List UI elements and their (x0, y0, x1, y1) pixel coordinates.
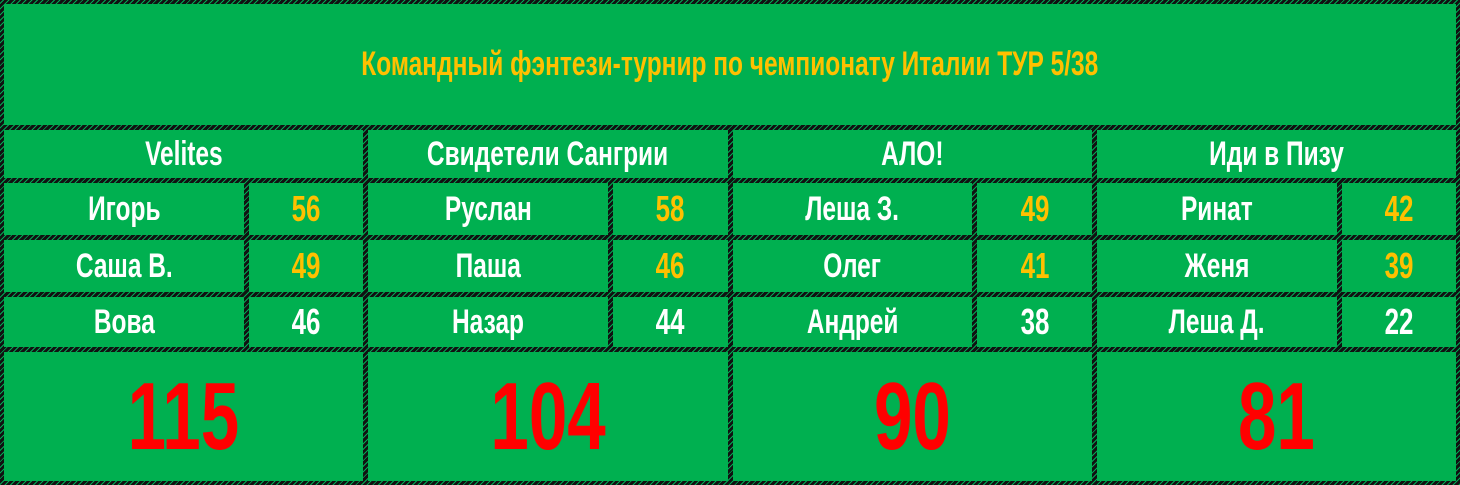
player-row: Паша 46 (368, 240, 728, 292)
player-name: Назар (368, 297, 609, 347)
player-row: Саша В. 49 (4, 240, 364, 292)
player-score: 41 (977, 240, 1092, 292)
team-column: Velites Игорь 56 Саша В. 49 Вова 46 115 (4, 130, 364, 481)
player-row: Андрей 38 (732, 297, 1092, 347)
player-name: Руслан (368, 183, 609, 235)
team-total: 90 (732, 352, 1092, 481)
player-score: 38 (977, 297, 1092, 347)
player-score: 46 (248, 297, 364, 347)
player-name: Андрей (732, 297, 973, 347)
player-score: 46 (613, 240, 728, 292)
player-score: 44 (613, 297, 728, 347)
team-total: 81 (1096, 352, 1456, 481)
team-name: Иди в Пизу (1096, 130, 1456, 178)
player-row: Леша Д. 22 (1096, 297, 1456, 347)
player-name: Женя (1096, 240, 1337, 292)
player-score: 58 (613, 183, 728, 235)
player-score: 56 (248, 183, 364, 235)
player-name: Саша В. (4, 240, 244, 292)
player-name: Игорь (4, 183, 244, 235)
team-name: Velites (4, 130, 364, 178)
player-name: Вова (4, 297, 244, 347)
player-score: 42 (1341, 183, 1456, 235)
player-row: Ринат 42 (1096, 183, 1456, 235)
player-score: 49 (977, 183, 1092, 235)
team-name: АЛО! (732, 130, 1092, 178)
player-name: Ринат (1096, 183, 1337, 235)
team-total: 115 (4, 352, 364, 481)
team-column: Свидетели Сангрии Руслан 58 Паша 46 Наза… (368, 130, 728, 481)
team-column: АЛО! Леша З. 49 Олег 41 Андрей 38 90 (732, 130, 1092, 481)
player-row: Назар 44 (368, 297, 728, 347)
player-name: Олег (732, 240, 973, 292)
player-score: 49 (248, 240, 364, 292)
player-score: 22 (1341, 297, 1456, 347)
player-name: Леша З. (732, 183, 973, 235)
player-row: Женя 39 (1096, 240, 1456, 292)
team-column: Иди в Пизу Ринат 42 Женя 39 Леша Д. 22 8… (1096, 130, 1456, 481)
team-total: 104 (368, 352, 728, 481)
teams-grid: Velites Игорь 56 Саша В. 49 Вова 46 115 … (4, 130, 1456, 481)
player-name: Паша (368, 240, 609, 292)
player-row: Руслан 58 (368, 183, 728, 235)
player-row: Вова 46 (4, 297, 364, 347)
player-row: Игорь 56 (4, 183, 364, 235)
team-name: Свидетели Сангрии (368, 130, 728, 178)
player-score: 39 (1341, 240, 1456, 292)
player-row: Олег 41 (732, 240, 1092, 292)
player-row: Леша З. 49 (732, 183, 1092, 235)
page-title: Командный фэнтези-турнир по чемпионату И… (4, 4, 1456, 125)
player-name: Леша Д. (1096, 297, 1337, 347)
